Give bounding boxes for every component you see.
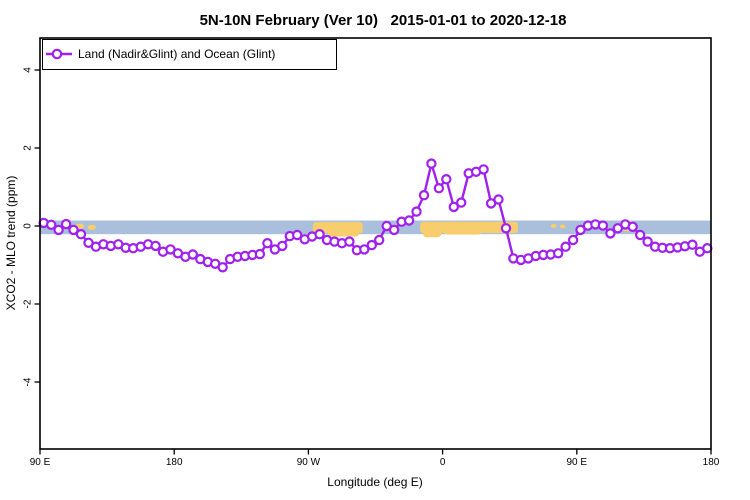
yellow-highlight-segment <box>327 227 360 237</box>
legend-label: Land (Nadir&Glint) and Ocean (Glint) <box>78 47 275 61</box>
data-point <box>567 234 579 246</box>
data-point <box>254 248 266 260</box>
data-point <box>448 201 459 213</box>
x-axis-title: Longitude (deg E) <box>327 475 422 489</box>
x-tick-label: 180 <box>703 457 720 468</box>
y-axis-title: XCO2 - MLO trend (ppm) <box>4 176 18 311</box>
data-series-layer <box>38 158 713 273</box>
reference-band-layer <box>40 220 711 235</box>
series-line <box>42 162 709 269</box>
yellow-highlight-segment <box>550 224 557 228</box>
data-point <box>75 228 87 240</box>
plot-border <box>39 37 712 450</box>
data-point <box>441 173 452 185</box>
legend: Land (Nadir&Glint) and Ocean (Glint) <box>42 39 337 70</box>
data-point <box>217 262 228 273</box>
yellow-highlight-segment <box>423 227 442 238</box>
data-point <box>366 239 377 251</box>
data-point <box>702 242 713 254</box>
data-point <box>292 229 303 241</box>
x-tick-label: 90 E <box>567 457 588 468</box>
data-point <box>635 229 646 241</box>
yellow-highlight-segment <box>87 224 96 230</box>
y-tick-label: 0 <box>23 223 34 229</box>
data-point <box>500 223 512 234</box>
data-point <box>411 206 422 217</box>
data-point <box>426 158 437 169</box>
legend-box <box>42 39 337 70</box>
x-tick-label: 90 E <box>30 457 51 468</box>
data-point <box>403 215 415 226</box>
yellow-highlight-segment <box>444 227 482 235</box>
data-point <box>388 224 400 236</box>
data-point <box>575 224 586 236</box>
data-point <box>187 249 198 260</box>
y-axis: -4 -2 0 2 4 <box>23 67 40 386</box>
data-point <box>642 236 653 247</box>
data-point <box>68 224 79 236</box>
y-tick-label: -4 <box>23 377 34 386</box>
data-point <box>605 228 616 239</box>
x-tick-label: 0 <box>440 457 446 468</box>
legend-marker-icon <box>51 48 63 60</box>
data-point <box>493 194 504 205</box>
data-point <box>150 240 161 252</box>
data-point <box>560 241 571 252</box>
data-point <box>359 244 370 255</box>
data-point <box>60 218 72 230</box>
y-tick-label: 4 <box>23 67 34 73</box>
data-point <box>262 237 273 249</box>
y-tick-label: -2 <box>23 299 34 308</box>
x-tick-label: 90 W <box>297 457 321 468</box>
x-axis: 90 E 180 90 W 0 90 E 180 <box>30 449 720 468</box>
data-point <box>597 220 609 231</box>
data-point <box>687 239 698 250</box>
data-point <box>53 224 64 236</box>
data-point <box>418 189 430 201</box>
data-point <box>344 236 355 247</box>
data-point <box>627 221 638 232</box>
data-point <box>277 240 288 252</box>
yellow-highlight-segment <box>559 224 566 229</box>
data-point <box>478 164 489 175</box>
data-point <box>46 219 57 230</box>
data-point <box>456 197 467 208</box>
y-tick-label: 2 <box>23 145 34 151</box>
data-point <box>374 234 385 246</box>
data-point <box>314 228 325 240</box>
reference-band <box>40 220 711 235</box>
chart-title: 5N-10N February (Ver 10) 2015-01-01 to 2… <box>200 12 567 29</box>
data-point <box>433 182 445 194</box>
x-tick-label: 180 <box>166 457 183 468</box>
data-point <box>553 248 564 259</box>
